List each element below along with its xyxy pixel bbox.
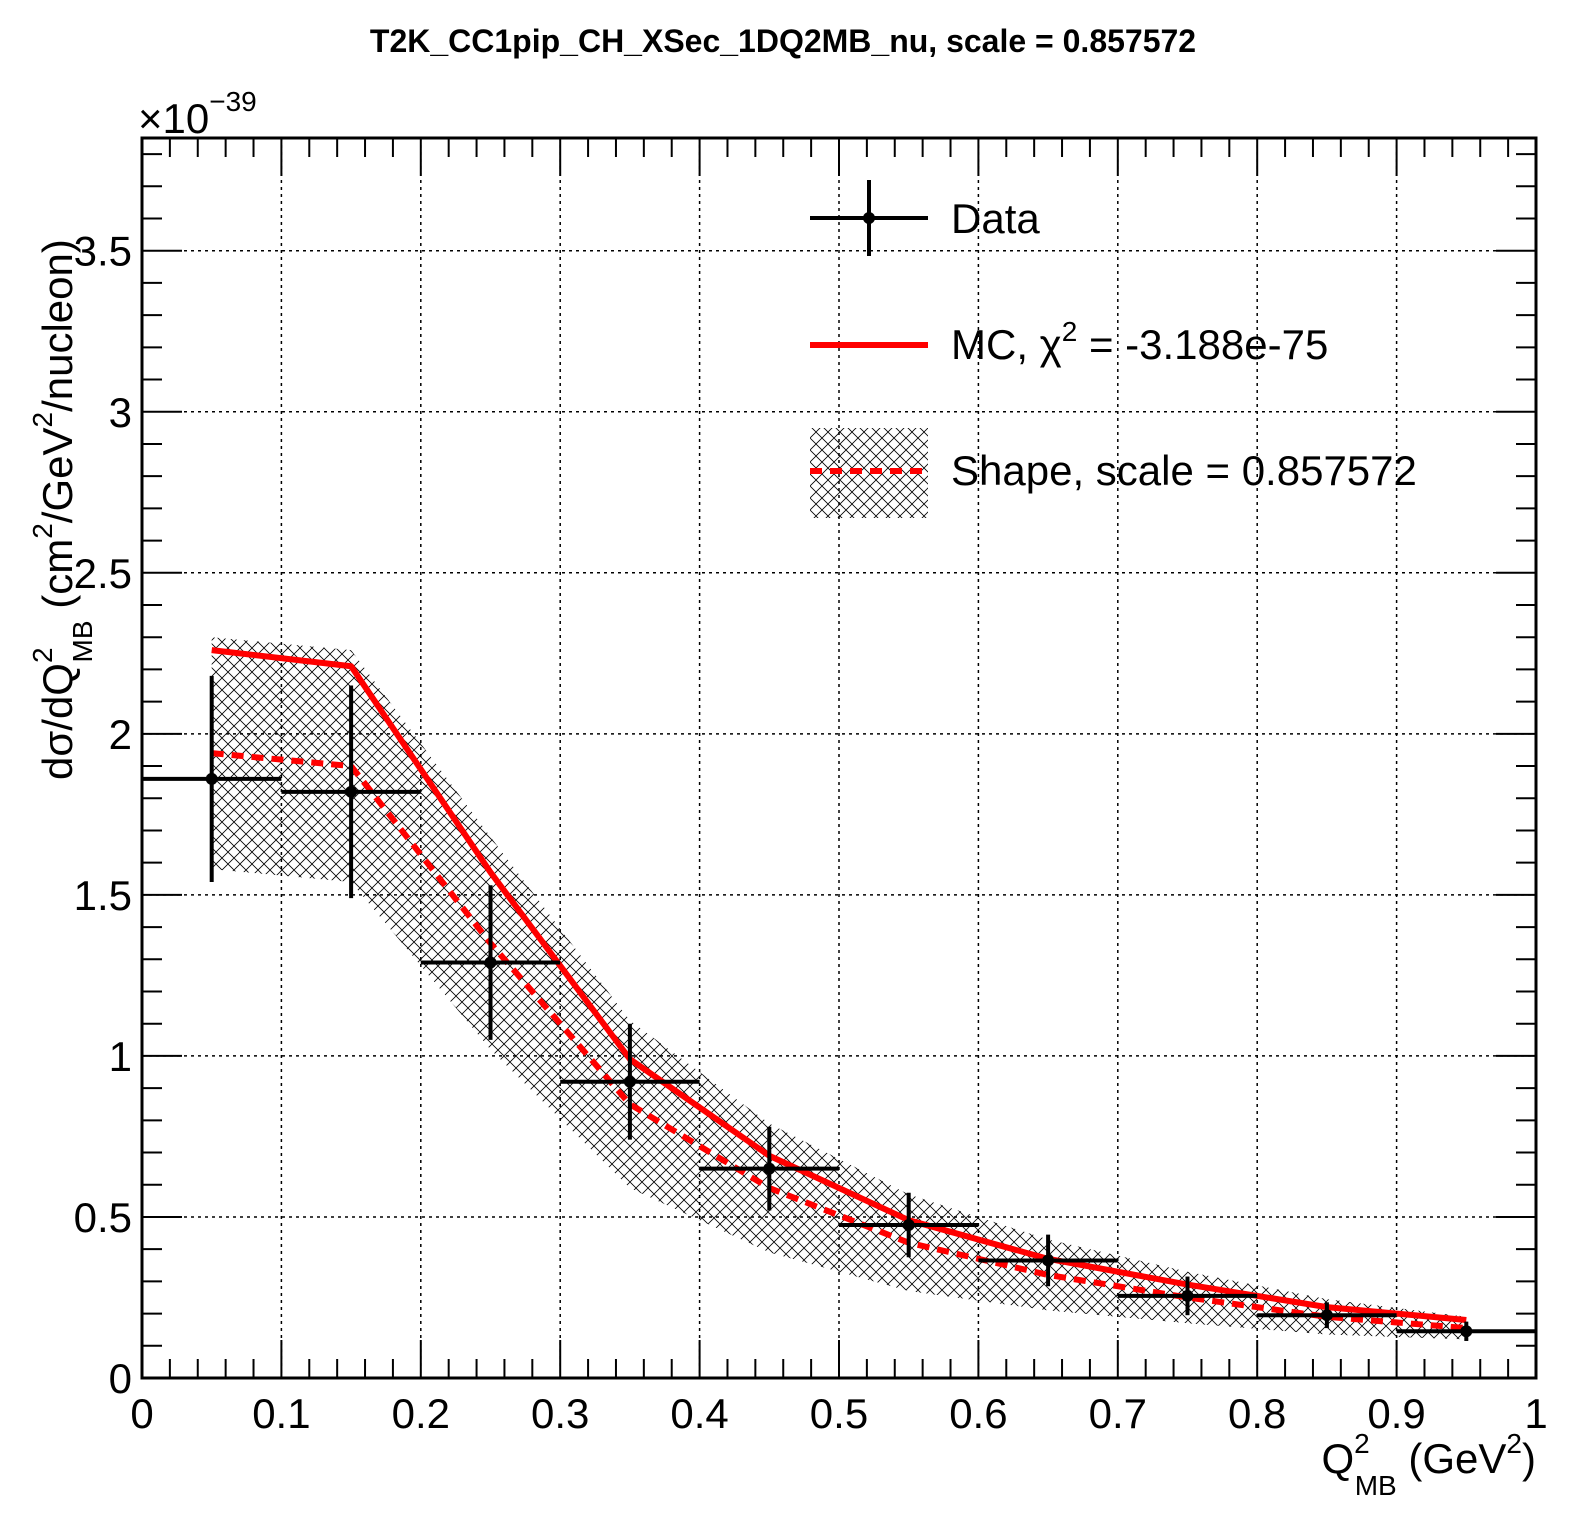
x-tick-label: 0 [130, 1390, 153, 1437]
x-tick-label: 0.7 [1089, 1390, 1147, 1437]
data-point-marker [484, 956, 497, 969]
data-point [420, 885, 561, 1040]
data-point [1117, 1276, 1258, 1316]
shape-dashed-line [211, 750, 1467, 1332]
legend-entry-data: Data [810, 180, 1040, 256]
legend-entry-shape: Shape, scale = 0.857572 [810, 428, 1417, 518]
data-point [560, 1023, 700, 1140]
data-point-marker [345, 785, 358, 798]
data-point-marker [1460, 1325, 1473, 1338]
legend-mc-label-sup: 2 [1062, 316, 1078, 347]
x-tick-label: 0.3 [531, 1390, 589, 1437]
y-axis-label-sub1: MB [67, 620, 98, 662]
x-axis-label-unit-close: ) [1522, 1435, 1536, 1482]
legend-entry-mc: MC, χ2 = -3.188e-75 [810, 316, 1328, 368]
y-exponent-prefix: ×10 [138, 95, 209, 142]
y-axis-label-sup1: 2 [27, 647, 58, 663]
x-tick-label: 0.8 [1228, 1390, 1286, 1437]
legend-data-label: Data [951, 195, 1040, 242]
y-tick-label: 1.5 [74, 872, 132, 919]
data-point-marker [902, 1219, 915, 1232]
y-axis-label-part4: /nucleon) [34, 239, 81, 412]
chart-title: T2K_CC1pip_CH_XSec_1DQ2MB_nu, scale = 0.… [370, 23, 1196, 59]
data-point [142, 675, 282, 882]
x-axis-label-unit-open: (GeV [1397, 1435, 1507, 1482]
x-axis-label-sup: 2 [1354, 1428, 1370, 1459]
y-tick-label: 0 [109, 1355, 132, 1402]
y-axis-label-part1: dσ/dQ [34, 663, 81, 780]
data-point-marker [205, 772, 218, 785]
y-axis-label-sup3: 2 [27, 412, 58, 428]
x-tick-label: 0.6 [949, 1390, 1007, 1437]
x-axis-label-unit-sup: 2 [1506, 1428, 1522, 1459]
y-axis-label-part3: /GeV [34, 427, 81, 523]
data-point [839, 1192, 979, 1258]
y-tick-label: 2.5 [74, 550, 132, 597]
y-axis-label: dσ/dQ2 MB (cm2/GeV2/nucleon) [27, 239, 98, 780]
data-point [1396, 1321, 1536, 1341]
x-tick-label: 0.2 [392, 1390, 450, 1437]
y-exponent-power: −39 [209, 86, 257, 117]
data-point-marker [1181, 1289, 1194, 1302]
y-tick-label: 1 [109, 1033, 132, 1080]
x-axis-label-main: Q [1321, 1435, 1354, 1482]
legend-mc-label-suffix: = -3.188e-75 [1077, 321, 1328, 368]
legend: Data MC, χ2 = -3.188e-75 Shape, scale = … [810, 180, 1417, 518]
series-layer [142, 647, 1536, 1341]
x-tick-label: 0.5 [810, 1390, 868, 1437]
y-axis-label-part2: (cm [34, 539, 81, 621]
y-axis-label-sup2: 2 [27, 523, 58, 539]
y-tick-label: 3 [109, 389, 132, 436]
y-tick-label: 0.5 [74, 1194, 132, 1241]
data-point-marker [763, 1162, 776, 1175]
axis-ticks: 0 0.1 0.2 0.3 0.4 0.5 0.6 0.7 0.8 0.9 1 0 0.5 1 1.5 2 2.… [74, 138, 1548, 1437]
x-tick-label: 0.1 [252, 1390, 310, 1437]
y-tick-label: 3.5 [74, 228, 132, 275]
legend-mc-label: MC, χ2 = -3.188e-75 [951, 316, 1328, 368]
y-exponent-label: ×10−39 [138, 86, 257, 142]
data-point [699, 1126, 839, 1211]
data-point-marker [1320, 1309, 1333, 1322]
data-point-marker [623, 1075, 636, 1088]
legend-mc-label-prefix: MC, χ [951, 321, 1062, 368]
data-point-marker [1042, 1254, 1055, 1267]
data-point [1257, 1302, 1397, 1329]
data-point [281, 685, 421, 899]
x-axis-label: Q2 MB (GeV2) [1321, 1428, 1536, 1501]
x-tick-label: 1 [1524, 1390, 1547, 1437]
legend-shape-label: Shape, scale = 0.857572 [951, 447, 1417, 494]
shape-uncertainty-band [211, 637, 1467, 1340]
y-tick-label: 2 [109, 711, 132, 758]
legend-data-marker [863, 212, 875, 224]
legend-shape-band [810, 428, 928, 518]
x-tick-label: 0.9 [1367, 1390, 1425, 1437]
x-axis-label-sub: MB [1355, 1470, 1397, 1501]
shape-band [211, 637, 1467, 1340]
x-tick-label: 0.4 [670, 1390, 728, 1437]
data-point [978, 1234, 1118, 1287]
